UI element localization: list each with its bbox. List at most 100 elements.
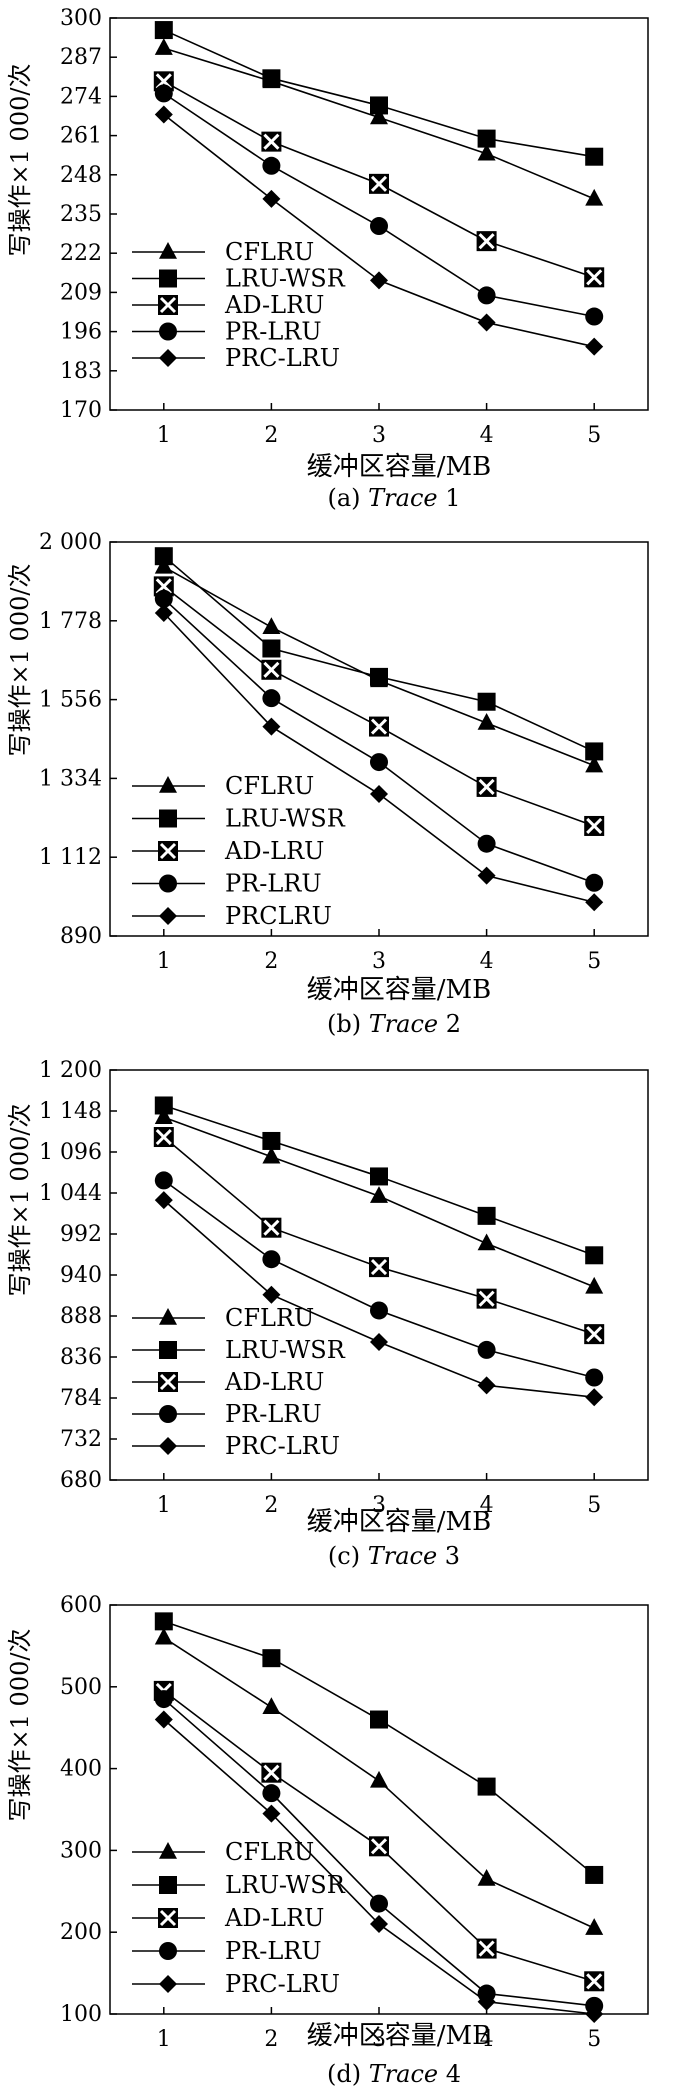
data-point — [153, 1127, 174, 1148]
data-point — [585, 307, 604, 326]
data-point — [477, 1869, 496, 1886]
data-point — [370, 1710, 388, 1729]
series-prclru — [154, 603, 604, 912]
data-point — [370, 1186, 388, 1203]
series-ad-lru — [153, 1680, 605, 1992]
chart-panel-1: 170 183 196 209 222 235 248 261 274 287 300 1 2 3 4 5 缓冲… — [6, 6, 649, 512]
chart-panel-3: 680 732 784 836 888 940 992 1 044 1 096 1 148 1 20… — [6, 1058, 649, 1570]
data-point — [154, 1612, 173, 1631]
legend-label: AD-LRU — [224, 837, 324, 865]
caption-number: 2 — [438, 1010, 461, 1038]
legend-marker — [158, 841, 178, 861]
legend-marker — [159, 874, 177, 893]
data-point — [585, 1368, 604, 1387]
series-cflru — [154, 1627, 604, 1935]
data-point — [585, 337, 604, 356]
data-point — [476, 231, 497, 252]
legend-label: PR-LRU — [225, 1937, 322, 1965]
legend-item: LRU-WSR — [132, 1336, 346, 1364]
data-point — [585, 873, 604, 892]
data-point — [369, 1257, 389, 1278]
chart-panel-4: 100 200 300 400 500 600 1 2 3 4 5 缓冲区容量/MB 写操作×1 000… — [6, 1593, 649, 2088]
legend-item: PR-LRU — [132, 1937, 322, 1965]
y-tick-label: 300 — [60, 6, 102, 31]
data-point — [154, 1171, 173, 1190]
legend-item: PR-LRU — [132, 1400, 322, 1428]
y-tick-label: 100 — [60, 2002, 102, 2027]
plot-frame — [109, 17, 649, 411]
data-point — [476, 776, 497, 797]
legend-marker — [159, 1942, 177, 1960]
series-pr-lru — [154, 1171, 604, 1387]
data-point — [262, 617, 281, 634]
panel-caption: (b) Trace 2 — [327, 1010, 461, 1038]
y-tick-label: 183 — [60, 359, 102, 384]
legend-marker — [159, 1308, 177, 1325]
data-point — [262, 1250, 281, 1269]
y-tick-label: 680 — [60, 1468, 102, 1493]
y-tick-label: 732 — [60, 1427, 102, 1452]
data-point — [370, 217, 388, 236]
y-tick-label: 1 112 — [39, 845, 102, 870]
data-point — [370, 1770, 388, 1788]
legend-item: CFLRU — [132, 1304, 314, 1332]
legend-marker — [158, 1908, 178, 1928]
data-point — [584, 267, 605, 288]
legend-label: PRC-LRU — [225, 1432, 340, 1460]
data-point — [262, 156, 281, 175]
legend-item: LRU-WSR — [132, 265, 346, 293]
y-tick-label: 1 556 — [39, 688, 102, 713]
legend-label: CFLRU — [225, 1304, 314, 1332]
series-lru-wsr — [154, 1612, 604, 1884]
legend-marker — [159, 322, 177, 341]
y-tick-label: 1 096 — [39, 1140, 102, 1165]
legend-marker — [159, 349, 177, 367]
series-prc-lru — [154, 105, 604, 356]
data-point — [477, 1206, 496, 1225]
caption-prefix: (d) — [327, 2060, 369, 2088]
legend: CFLRU LRU-WSR AD-LRU PR-LRU PRC-LRU — [132, 1304, 346, 1460]
data-point — [262, 1131, 281, 1150]
caption-trace: Trace — [368, 1542, 437, 1570]
data-point — [154, 1627, 173, 1645]
panel-caption: (c) Trace 3 — [328, 1542, 460, 1570]
series-lru-wsr — [154, 1096, 604, 1265]
data-point — [585, 742, 604, 761]
data-point — [154, 1710, 173, 1729]
legend-label: PRC-LRU — [225, 1970, 340, 1998]
data-point — [477, 1376, 496, 1395]
legend-label: LRU-WSR — [225, 805, 346, 833]
x-tick-label: 2 — [264, 1493, 278, 1518]
series-ad-lru — [153, 1127, 605, 1345]
data-point — [262, 189, 281, 208]
legend-item: LRU-WSR — [132, 805, 346, 833]
data-point — [584, 1324, 605, 1345]
y-tick-label: 274 — [60, 84, 102, 109]
caption-trace: Trace — [369, 1010, 438, 1038]
y-tick-label: 200 — [60, 1920, 102, 1945]
series-prc-lru — [154, 1191, 604, 1407]
data-point — [370, 785, 388, 804]
data-point — [369, 1836, 389, 1857]
x-axis-label: 缓冲区容量/MB — [307, 975, 492, 1005]
legend-label: CFLRU — [225, 238, 314, 266]
legend-marker — [159, 242, 177, 259]
series-cflru — [154, 1107, 604, 1294]
data-point — [477, 1992, 496, 2011]
y-axis-label: 写操作×1 000/次 — [6, 564, 34, 757]
legend-item: PR-LRU — [132, 870, 322, 898]
series-cflru — [154, 556, 604, 773]
data-point — [476, 1938, 497, 1959]
data-point — [154, 1191, 173, 1210]
data-point — [477, 713, 496, 730]
legend-label: PRC-LRU — [225, 344, 340, 372]
legend-marker — [159, 1405, 177, 1423]
x-tick-label: 5 — [587, 2027, 601, 2052]
caption-number: 1 — [438, 484, 461, 512]
data-point — [370, 667, 388, 686]
x-tick-label: 2 — [264, 949, 278, 974]
x-tick-label: 4 — [480, 949, 494, 974]
data-point — [477, 1340, 496, 1359]
legend-item: PR-LRU — [132, 318, 322, 346]
data-point — [477, 692, 496, 711]
